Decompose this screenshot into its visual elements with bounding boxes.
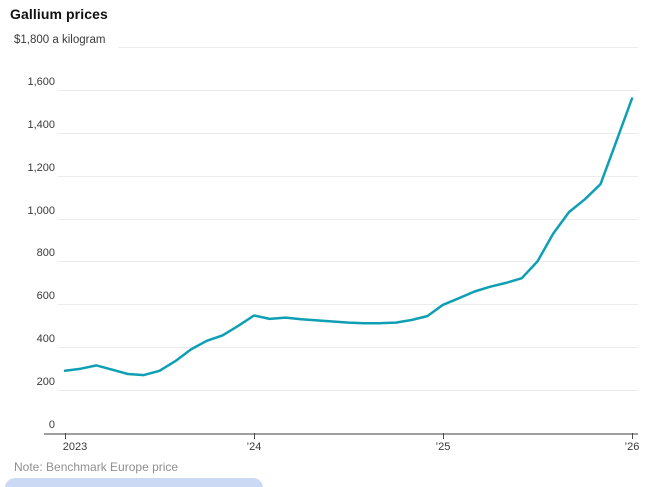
x-axis-baseline bbox=[44, 433, 638, 435]
bottom-overlay-banner[interactable] bbox=[5, 478, 263, 487]
gridline bbox=[58, 304, 638, 306]
gridline bbox=[58, 261, 638, 263]
gridline bbox=[58, 390, 638, 392]
gridline bbox=[58, 218, 638, 220]
x-tick-label: 2023 bbox=[62, 441, 88, 453]
y-axis-unit-label: $1,800 a kilogram bbox=[14, 34, 106, 46]
x-tick-mark bbox=[254, 433, 255, 439]
y-tick-label: 0 bbox=[48, 419, 55, 431]
y-tick-label: 1,200 bbox=[27, 161, 55, 174]
y-tick-label: 200 bbox=[36, 376, 55, 389]
y-tick-label: 400 bbox=[36, 333, 55, 346]
y-tick-label: 800 bbox=[36, 247, 55, 260]
gridline bbox=[58, 132, 638, 134]
x-tick-mark bbox=[443, 433, 444, 439]
gridline bbox=[58, 175, 638, 177]
gridline bbox=[58, 347, 638, 349]
gallium-price-line bbox=[63, 97, 634, 377]
y-tick-label: 1,400 bbox=[27, 118, 55, 131]
x-tick-label: ’24 bbox=[246, 441, 262, 453]
y-tick-label: 1,600 bbox=[27, 75, 55, 88]
x-tick-mark bbox=[632, 433, 633, 439]
gridline bbox=[118, 47, 638, 48]
source-note: Note: Benchmark Europe price bbox=[14, 460, 179, 474]
y-tick-label: 600 bbox=[36, 290, 55, 303]
gridline bbox=[58, 89, 638, 91]
x-tick-mark bbox=[65, 433, 66, 439]
x-tick-label: ’26 bbox=[624, 441, 640, 453]
x-tick-label: ’25 bbox=[435, 441, 451, 453]
y-tick-label: 1,000 bbox=[27, 204, 55, 217]
chart-title: Gallium prices bbox=[10, 6, 108, 22]
